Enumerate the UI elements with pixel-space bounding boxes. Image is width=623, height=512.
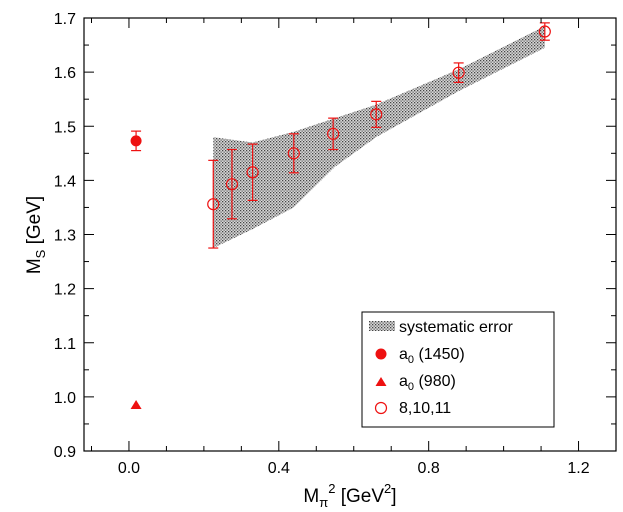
y-tick-label: 1.7	[54, 11, 76, 28]
x-tick-label: 0.4	[268, 460, 290, 477]
y-tick-label: 1.3	[54, 228, 76, 245]
data-point	[130, 135, 142, 147]
legend-marker-lattice	[374, 401, 388, 415]
y-tick-label: 1.4	[54, 173, 76, 190]
legend-marker-a0-1450	[375, 348, 387, 360]
data-point	[287, 147, 300, 160]
data-point	[538, 25, 551, 38]
legend: systematic error a0 (1450) a0 (980) 8,10…	[361, 311, 555, 428]
legend-label-a0-1450: a0 (1450)	[399, 346, 465, 366]
y-tick-label: 1.0	[54, 390, 76, 407]
legend-label-a0-980: a0 (980)	[399, 373, 456, 393]
data-point	[370, 108, 383, 121]
data-point	[207, 198, 220, 211]
x-tick-label: 0.8	[418, 460, 440, 477]
data-point	[452, 66, 465, 79]
legend-marker-a0-980	[375, 377, 387, 386]
legend-label-band: systematic error	[399, 319, 513, 336]
systematic-error-band	[213, 26, 545, 248]
x-axis-label: Mπ2 [GeV2]	[303, 481, 396, 510]
data-point	[225, 178, 239, 191]
y-axis-label: MS [GeV]	[24, 196, 48, 274]
x-tick-label: 0.0	[118, 460, 140, 477]
axes: 0.9 1.0 1.1 1.2 1.3 1.4 1.5 1.6 1.7 0.0 0.4 0.8 1.2	[54, 11, 617, 477]
legend-label-lattice: 8,10,11	[399, 400, 451, 417]
plot-area	[130, 22, 551, 409]
y-tick-label: 1.2	[54, 282, 76, 299]
legend-box	[361, 311, 555, 428]
data-point	[246, 166, 259, 179]
legend-band-swatch	[369, 321, 395, 331]
y-tick-label: 1.1	[54, 336, 76, 353]
data-point	[327, 127, 340, 140]
x-tick-label: 1.2	[567, 460, 589, 477]
data-point	[130, 399, 142, 409]
y-tick-label: 0.9	[54, 444, 76, 461]
y-tick-label: 1.5	[54, 119, 76, 136]
y-tick-label: 1.6	[54, 65, 76, 82]
